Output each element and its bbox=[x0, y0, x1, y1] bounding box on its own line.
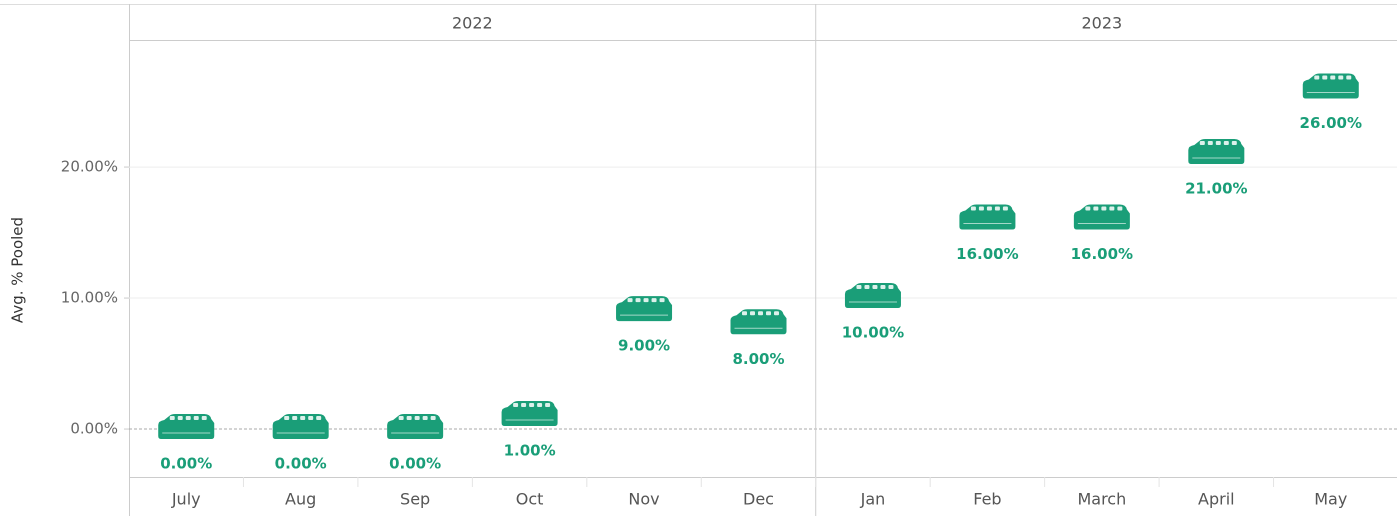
car-icon bbox=[158, 414, 215, 440]
car-window bbox=[627, 298, 633, 303]
value-label: 1.00% bbox=[504, 441, 556, 459]
car-window bbox=[201, 416, 207, 421]
value-label: 10.00% bbox=[842, 324, 904, 342]
car-icon bbox=[959, 204, 1016, 230]
car-window bbox=[430, 416, 436, 421]
car-window bbox=[513, 402, 519, 407]
car-window bbox=[970, 206, 976, 211]
car-window bbox=[758, 311, 763, 316]
car-icon bbox=[844, 283, 901, 309]
car-window bbox=[414, 416, 420, 421]
year-label: 2022 bbox=[452, 14, 493, 33]
car-window bbox=[1109, 206, 1115, 211]
car-window bbox=[750, 311, 755, 316]
car-window bbox=[529, 402, 535, 407]
value-label: 21.00% bbox=[1185, 179, 1247, 197]
x-tick-label: March bbox=[1077, 490, 1126, 509]
car-window bbox=[742, 311, 747, 316]
y-tick-label: 20.00% bbox=[61, 158, 118, 176]
car-window bbox=[994, 206, 1000, 211]
car-window bbox=[643, 298, 649, 303]
y-tick-label: 0.00% bbox=[70, 420, 118, 438]
car-icon bbox=[1302, 73, 1359, 99]
car-window bbox=[1215, 140, 1221, 145]
y-tick-label: 10.00% bbox=[61, 289, 118, 307]
value-label: 0.00% bbox=[160, 455, 212, 473]
car-window bbox=[1314, 75, 1320, 80]
car-window bbox=[308, 416, 314, 421]
value-label: 0.00% bbox=[389, 455, 441, 473]
car-window bbox=[422, 416, 428, 421]
value-label: 8.00% bbox=[732, 350, 784, 368]
car-window bbox=[978, 206, 984, 211]
car-window bbox=[1223, 140, 1229, 145]
y-axis-title: Avg. % Pooled bbox=[9, 217, 27, 323]
x-tick-label: Aug bbox=[285, 490, 316, 509]
car-window bbox=[1231, 140, 1237, 145]
car-icon bbox=[1073, 204, 1130, 230]
value-label: 16.00% bbox=[1071, 245, 1133, 263]
car-window bbox=[888, 285, 894, 290]
car-window bbox=[986, 206, 992, 211]
car-window bbox=[1117, 206, 1123, 211]
car-window bbox=[1093, 206, 1099, 211]
car-window bbox=[1322, 75, 1328, 80]
x-tick-label: July bbox=[171, 490, 201, 509]
car-icon bbox=[501, 400, 558, 426]
value-label: 0.00% bbox=[275, 455, 327, 473]
value-label: 16.00% bbox=[956, 245, 1018, 263]
car-window bbox=[292, 416, 298, 421]
car-window bbox=[1199, 140, 1205, 145]
car-icon bbox=[616, 296, 673, 322]
car-window bbox=[1101, 206, 1107, 211]
car-window bbox=[659, 298, 665, 303]
car-window bbox=[169, 416, 175, 421]
value-label: 26.00% bbox=[1300, 114, 1362, 132]
car-window bbox=[545, 402, 551, 407]
car-window bbox=[193, 416, 199, 421]
car-window bbox=[316, 416, 322, 421]
car-window bbox=[872, 285, 878, 290]
car-window bbox=[1002, 206, 1008, 211]
x-tick-label: Dec bbox=[743, 490, 774, 509]
x-tick-label: Nov bbox=[628, 490, 659, 509]
car-icon bbox=[1188, 138, 1245, 164]
x-tick-label: April bbox=[1198, 490, 1235, 509]
car-window bbox=[864, 285, 870, 290]
car-icon bbox=[272, 414, 329, 440]
car-window bbox=[300, 416, 306, 421]
car-window bbox=[406, 416, 412, 421]
x-tick-label: Oct bbox=[516, 490, 544, 509]
value-label: 9.00% bbox=[618, 337, 670, 355]
car-window bbox=[651, 298, 657, 303]
car-window bbox=[177, 416, 183, 421]
car-icon bbox=[387, 414, 444, 440]
car-window bbox=[774, 311, 779, 316]
car-window bbox=[1338, 75, 1344, 80]
car-window bbox=[537, 402, 543, 407]
car-window bbox=[856, 285, 862, 290]
car-window bbox=[1085, 206, 1091, 211]
car-window bbox=[1207, 140, 1213, 145]
car-window bbox=[284, 416, 290, 421]
car-window bbox=[398, 416, 404, 421]
x-tick-label: Sep bbox=[400, 490, 430, 509]
car-window bbox=[521, 402, 527, 407]
car-window bbox=[766, 311, 771, 316]
car-icon bbox=[730, 309, 787, 335]
x-tick-label: Jan bbox=[860, 490, 886, 509]
car-window bbox=[880, 285, 886, 290]
year-label: 2023 bbox=[1082, 14, 1123, 33]
car-window bbox=[1330, 75, 1336, 80]
car-window bbox=[1346, 75, 1352, 80]
x-tick-label: Feb bbox=[973, 490, 1001, 509]
x-tick-label: May bbox=[1314, 490, 1347, 509]
car-window bbox=[635, 298, 641, 303]
car-window bbox=[185, 416, 191, 421]
